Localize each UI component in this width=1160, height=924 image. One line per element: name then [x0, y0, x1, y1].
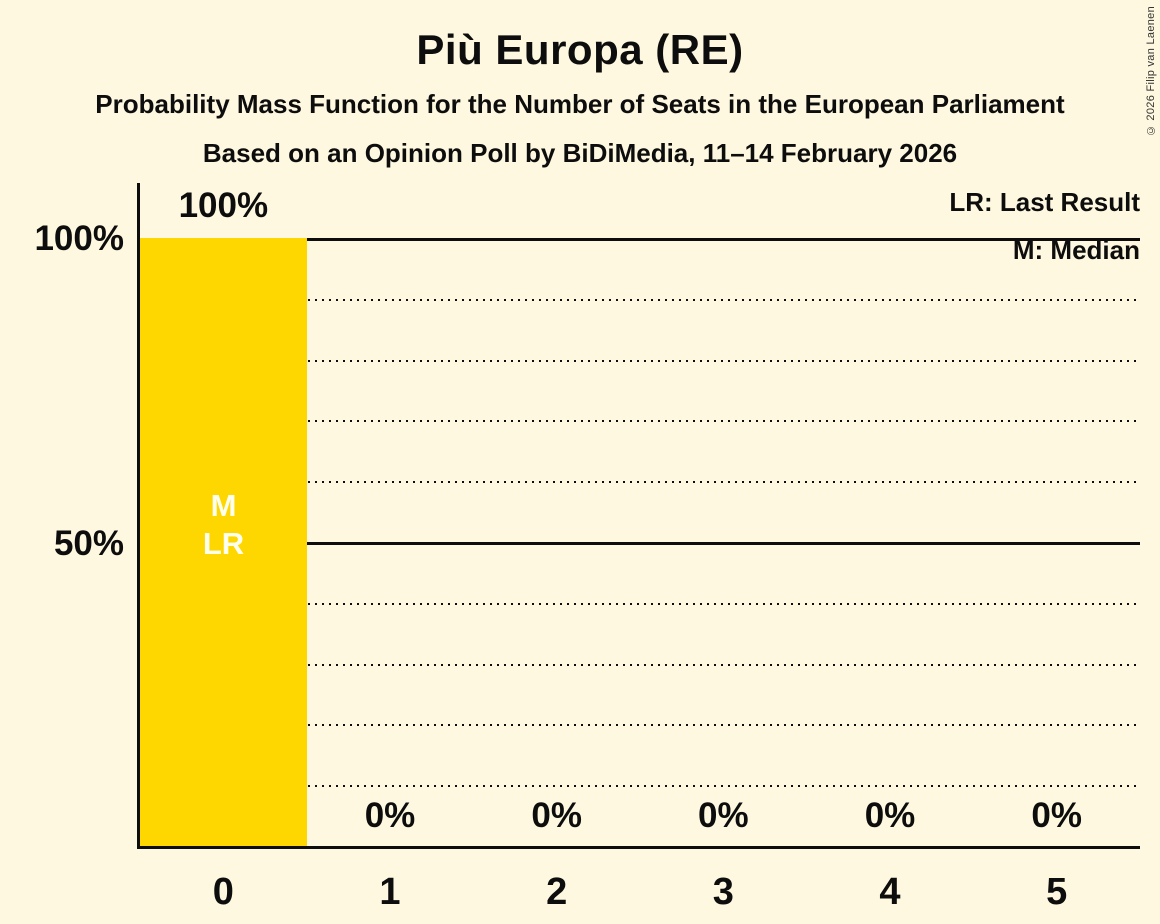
gridline-80pct [140, 359, 1140, 362]
value-label-seats-1: 0% [364, 796, 416, 835]
y-axis-tick-50: 50% [53, 524, 124, 563]
bar-seats-0 [140, 238, 307, 846]
gridline-90pct [140, 298, 1140, 301]
gridline-100pct [140, 238, 1140, 241]
y-axis-line [137, 183, 140, 849]
chart-poll-source: Based on an Opinion Poll by BiDiMedia, 1… [202, 138, 958, 168]
gridline-50pct [140, 542, 1140, 545]
chart-subtitle: Probability Mass Function for the Number… [95, 89, 1065, 119]
legend-median: M: Median [1012, 235, 1140, 265]
x-axis-label-4: 4 [879, 871, 901, 913]
gridline-30pct [140, 663, 1140, 666]
x-axis-label-0: 0 [212, 871, 234, 913]
median-marker: M [210, 488, 237, 523]
gridline-20pct [140, 724, 1140, 727]
chart-title: Più Europa (RE) [416, 26, 744, 73]
x-axis-label-3: 3 [712, 871, 734, 913]
last-result-marker: LR [202, 526, 245, 561]
x-axis-label-5: 5 [1046, 871, 1068, 913]
gridline-40pct [140, 602, 1140, 605]
bar-annotation-median-lastresult: M LR [140, 487, 307, 563]
y-axis-tick-100: 100% [34, 219, 124, 258]
gridline-10pct [140, 785, 1140, 788]
gridline-70pct [140, 420, 1140, 423]
value-label-seats-4: 0% [864, 796, 916, 835]
value-label-seats-0: 100% [178, 186, 269, 225]
x-axis-label-1: 1 [379, 871, 401, 913]
value-label-seats-5: 0% [1031, 796, 1082, 835]
x-axis-line [137, 846, 1140, 849]
legend-last-result: LR: Last Result [949, 187, 1140, 217]
value-label-seats-3: 0% [698, 796, 749, 835]
value-label-seats-2: 0% [531, 796, 582, 835]
gridline-60pct [140, 481, 1140, 484]
x-axis-label-2: 2 [546, 871, 568, 913]
